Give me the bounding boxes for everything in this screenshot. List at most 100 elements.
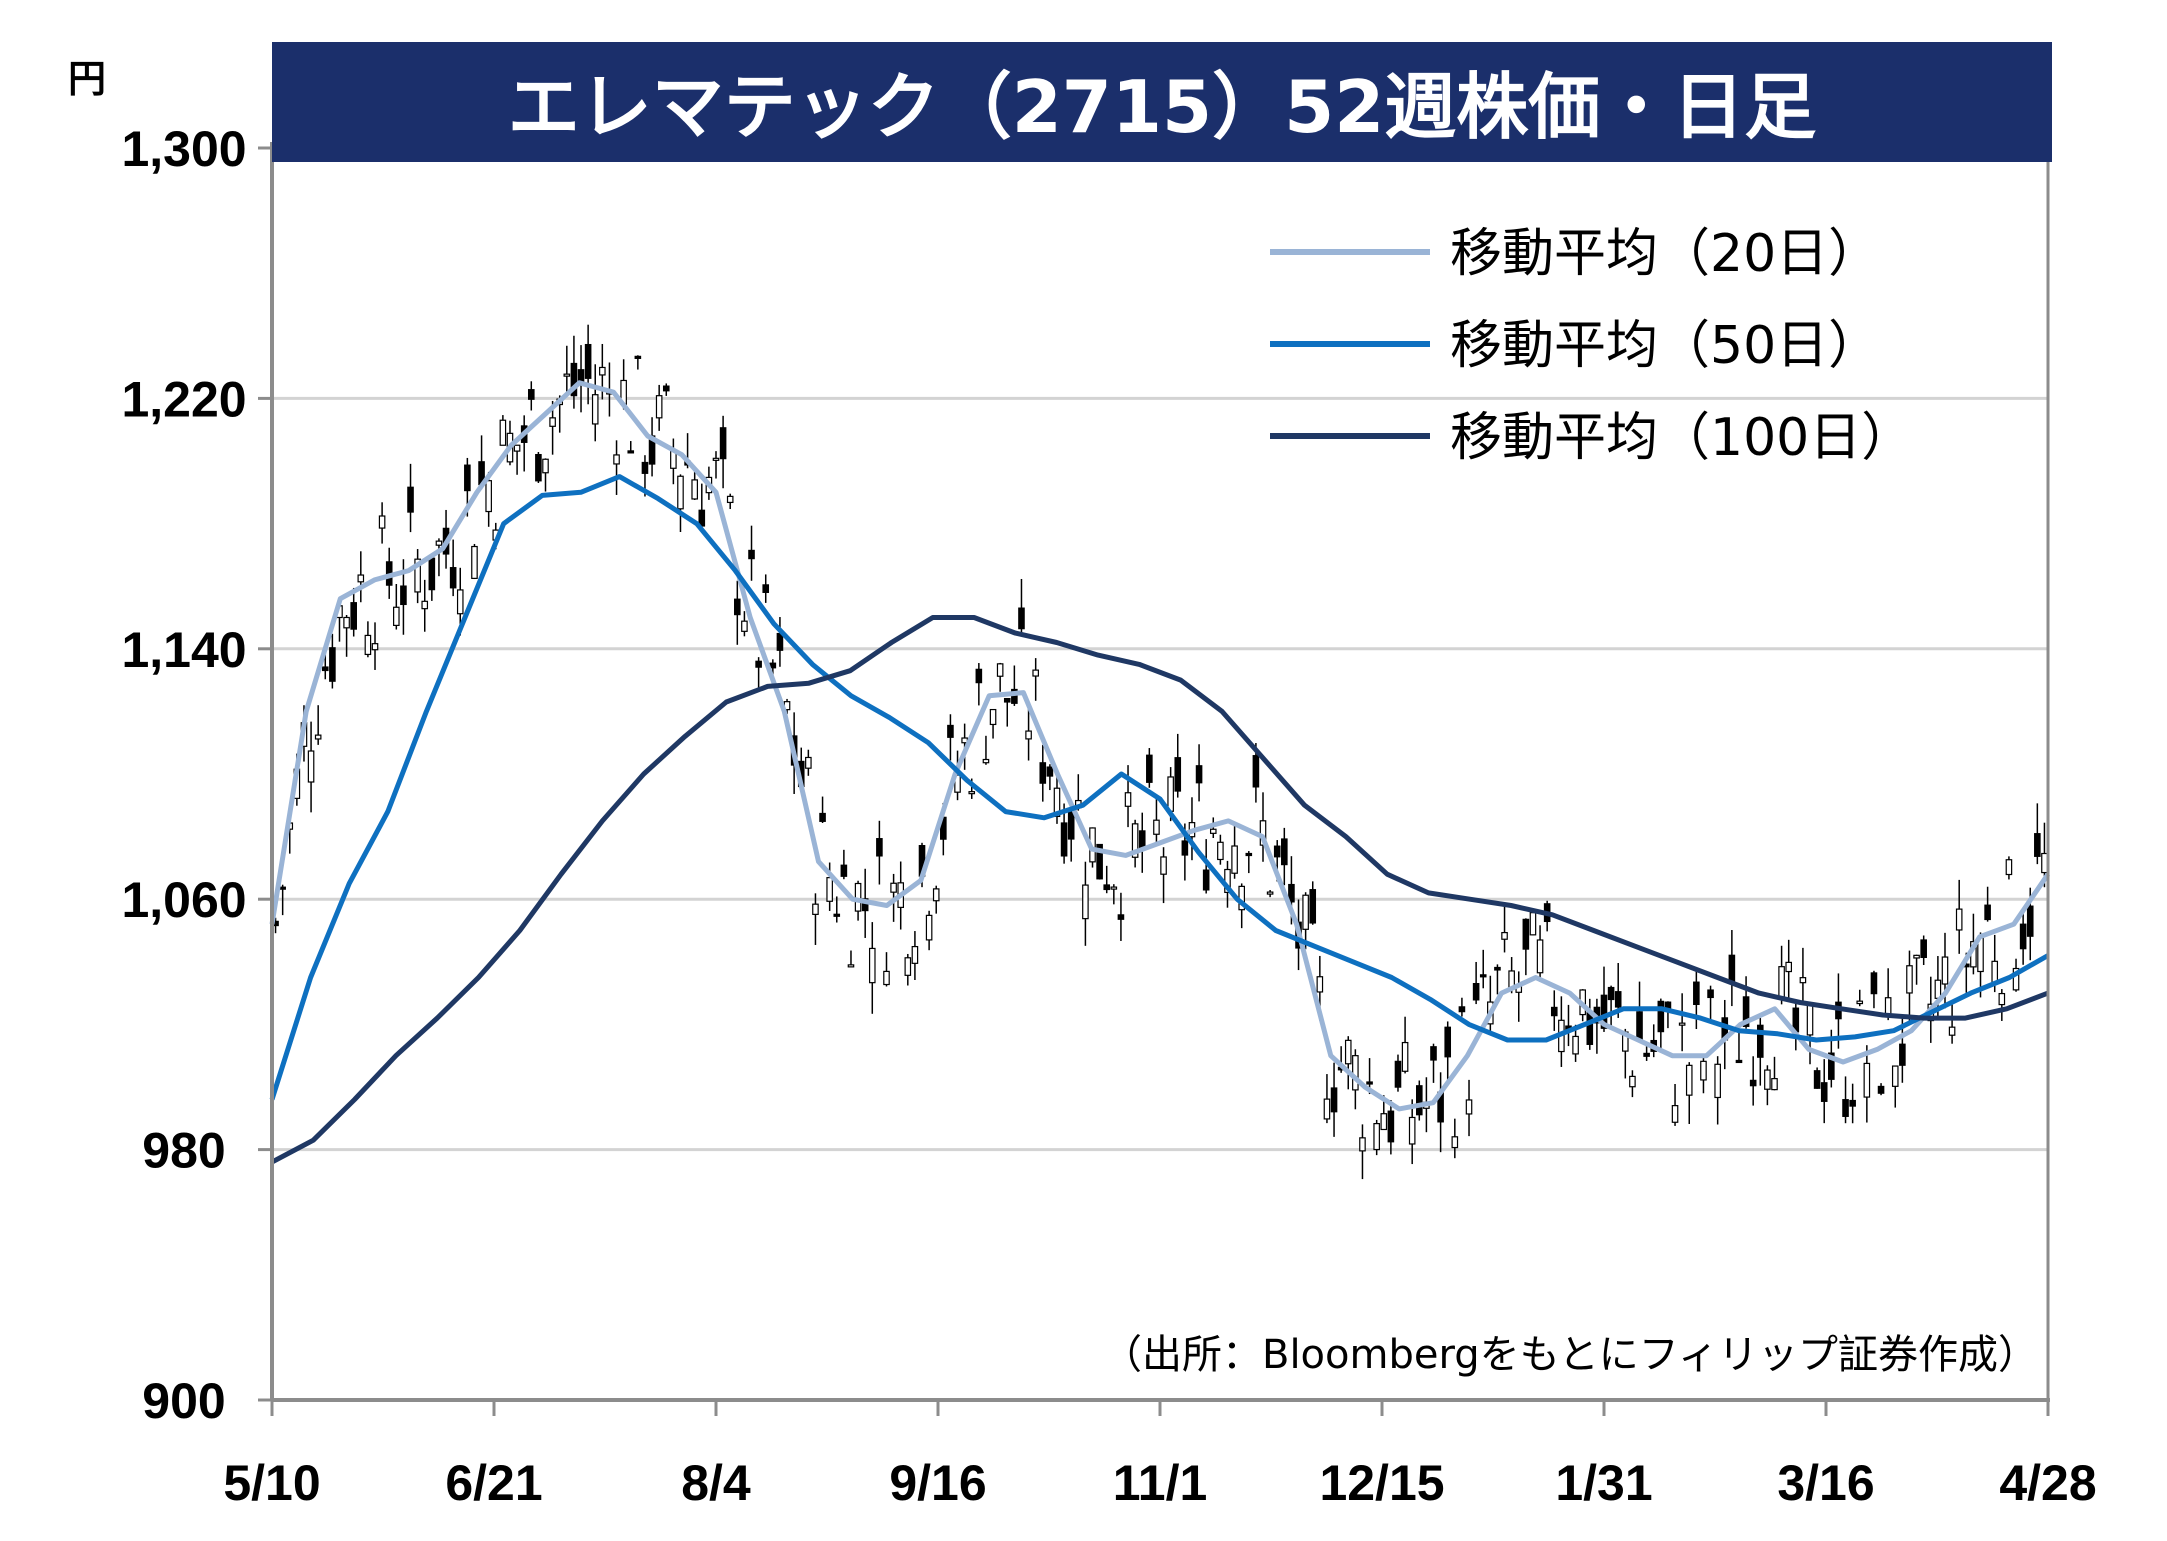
candle-body (1458, 1006, 1466, 1013)
candle-body (1323, 1098, 1331, 1120)
candle-body (1373, 1123, 1380, 1151)
candle-body (1117, 914, 1125, 920)
candle-body (1231, 845, 1238, 874)
candle-body (1444, 1026, 1452, 1058)
candle-body (1863, 1062, 1871, 1098)
candle-body (1820, 1082, 1828, 1102)
candle-body (1011, 688, 1018, 704)
candle-body (1025, 730, 1032, 740)
candle-body (307, 750, 315, 783)
candle-body (343, 616, 350, 629)
candle-body (1174, 757, 1182, 792)
axes: 900 980 1,060 1,140 1,220 1,300 5/10 6/21 8/4 9/1… (121, 121, 2096, 1511)
candle-body (982, 758, 990, 764)
candle-body (1955, 908, 1963, 931)
candle-body (527, 389, 535, 400)
candle-body (1536, 939, 1544, 974)
candle-body (1110, 886, 1118, 890)
candle-body (1195, 765, 1203, 784)
candle-body (1330, 1087, 1338, 1113)
candle-body (421, 600, 429, 610)
candle-body (1131, 823, 1139, 858)
x-tick-label: 11/1 (1113, 1455, 1208, 1511)
candle-body (1685, 1064, 1693, 1096)
candle-body (2041, 852, 2048, 874)
candle-body (1288, 883, 1295, 903)
candle-body (1167, 776, 1174, 812)
candle-body (1849, 1099, 1856, 1107)
candle-body (350, 602, 357, 630)
candle-body (1138, 830, 1146, 850)
candle-body (819, 812, 826, 822)
candle-body (1899, 1043, 1906, 1066)
candle-body (1749, 1079, 1757, 1087)
candle-body (1494, 966, 1501, 971)
candle-body (1813, 1070, 1821, 1089)
candle-body (1096, 843, 1103, 880)
candle-body (2005, 859, 2013, 876)
candle-body (1607, 986, 1615, 1001)
candle-body (1984, 904, 1991, 921)
candle-body (1920, 939, 1927, 959)
candle-body (1018, 607, 1025, 630)
candle-body (449, 567, 457, 589)
candle-body (1785, 961, 1793, 973)
source-note: （出所：Bloombergをもとにフィリップ証券作成） (1102, 1332, 2038, 1378)
candle-body (890, 882, 897, 893)
candle-body (1764, 1069, 1771, 1090)
candle-body (1352, 1055, 1359, 1091)
candle-body (2012, 967, 2020, 991)
candle-body (1891, 1065, 1899, 1087)
candle-body (854, 882, 862, 912)
candle-body (1394, 1060, 1402, 1088)
candle-body (1401, 1041, 1409, 1072)
candle-body (499, 419, 507, 446)
candle-body (741, 620, 748, 632)
candle-body (1472, 983, 1480, 1001)
candle-body (1366, 1081, 1373, 1085)
x-tick-label: 12/15 (1319, 1455, 1444, 1511)
candle-body (812, 903, 819, 915)
candle-body (1728, 954, 1736, 983)
candle-body (876, 838, 883, 857)
candle-body (932, 888, 940, 902)
candle-body (677, 475, 684, 510)
candle-body (1252, 755, 1260, 788)
candle-body (400, 585, 407, 606)
candle-body (428, 557, 436, 591)
candle-body (1678, 1022, 1686, 1026)
candle-body (1146, 754, 1153, 783)
candle-body (1387, 1110, 1395, 1143)
candle-body (641, 461, 649, 474)
candle-body (1245, 852, 1253, 857)
candle-body (1451, 1136, 1459, 1149)
candle-body (1217, 841, 1224, 861)
candle-body (357, 574, 365, 583)
candle-body (371, 643, 379, 651)
x-tick-label: 9/16 (889, 1455, 986, 1511)
y-tick-label: 980 (142, 1123, 225, 1179)
candle-body (1053, 787, 1061, 818)
candle-body (2019, 923, 2027, 950)
legend-label: 移動平均（20日） (1450, 224, 1880, 284)
candle-body (1771, 1078, 1778, 1091)
candle-body (904, 957, 912, 976)
y-tick-label: 1,300 (121, 121, 246, 177)
y-tick-label: 900 (142, 1373, 225, 1429)
candle-body (975, 668, 983, 684)
candle-body (954, 774, 961, 793)
candle-body (485, 480, 492, 513)
candle-body (911, 945, 919, 964)
candle-body (840, 864, 848, 877)
moving-average-lines (269, 380, 2051, 1165)
y-axis-unit-label: 円 (68, 57, 106, 101)
candle-body (1060, 822, 1068, 857)
candle-body (364, 634, 372, 656)
candle-body (549, 417, 556, 427)
candle-body (776, 632, 784, 651)
candle-body (925, 914, 933, 941)
candle-body (435, 540, 443, 546)
x-tick-label: 1/31 (1555, 1455, 1652, 1511)
chart-title: エレマテック（2715）52週株価・日足 (508, 65, 1817, 149)
